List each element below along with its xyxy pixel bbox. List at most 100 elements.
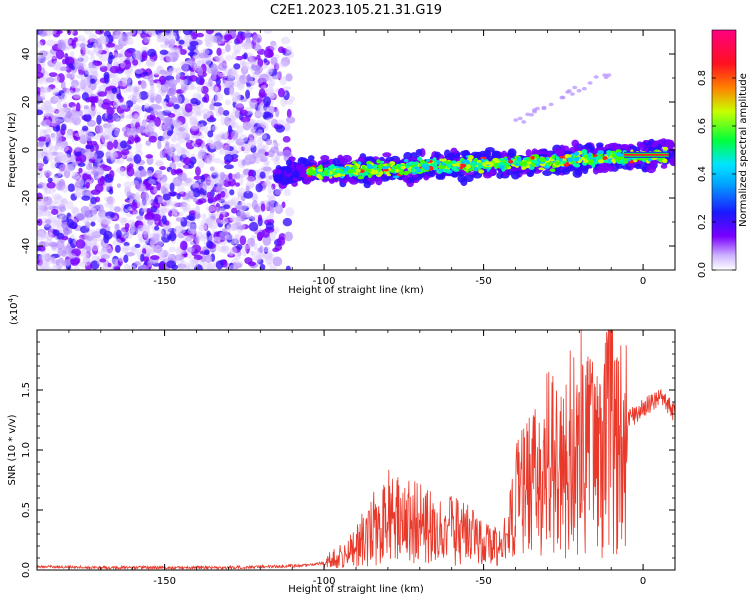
- heatmap-noise-cell: [181, 148, 187, 154]
- heatmap-noise-cell: [184, 103, 193, 113]
- heatmap-noise-cell: [42, 100, 53, 106]
- heatmap-noise-cell: [275, 108, 280, 118]
- heatmap-noise-cell: [187, 223, 197, 232]
- heatmap-noise-cell: [245, 202, 253, 209]
- heatmap-noise-cell: [50, 200, 58, 207]
- heatmap-noise-cell: [156, 38, 167, 43]
- heatmap-signal-peak: [602, 156, 608, 161]
- heatmap-noise-cell: [257, 136, 264, 147]
- heatmap-noise-cell: [60, 140, 68, 149]
- heatmap-noise-cell: [196, 93, 203, 102]
- heatmap-noise-cell: [71, 105, 76, 110]
- heatmap-noise-cell: [157, 135, 165, 142]
- heatmap-noise-cell: [229, 189, 235, 196]
- heatmap-noise-cell: [98, 84, 106, 93]
- heatmap-noise-cell: [275, 124, 285, 133]
- heatmap-noise-cell: [197, 59, 203, 68]
- heatmap-signal-peak: [403, 158, 409, 163]
- heatmap-y-tick-label: -20: [21, 190, 32, 206]
- heatmap-noise-cell: [236, 205, 244, 210]
- colorbar-tick-label: 0.0: [697, 262, 708, 278]
- heatmap-noise-cell: [245, 175, 256, 182]
- heatmap-noise-cell: [163, 108, 173, 113]
- heatmap-noise-cell: [73, 62, 84, 70]
- heatmap-noise-cell: [140, 168, 146, 177]
- heatmap-noise-cell: [196, 32, 204, 38]
- heatmap-noise-cell: [97, 250, 106, 256]
- heatmap-noise-cell: [252, 33, 263, 44]
- heatmap-noise-cell: [159, 180, 167, 187]
- heatmap-noise-cell: [156, 80, 161, 88]
- heatmap-signal-cell: [292, 170, 300, 178]
- heatmap-noise-cell: [111, 87, 117, 94]
- heatmap-noise-cell: [276, 119, 285, 126]
- heatmap-noise-cell: [131, 245, 137, 252]
- heatmap-trace-cell: [528, 113, 534, 117]
- heatmap-noise-cell: [55, 109, 64, 118]
- heatmap-noise-cell: [103, 131, 112, 140]
- heatmap-signal-peak: [311, 170, 316, 175]
- heatmap-noise-cell: [56, 219, 61, 228]
- heatmap-noise-cell: [38, 260, 49, 269]
- heatmap-noise-cell: [257, 214, 263, 221]
- heatmap-noise-cell: [256, 120, 264, 125]
- heatmap-noise-cell: [228, 201, 235, 206]
- heatmap-noise-cell: [182, 206, 188, 213]
- heatmap-signal-peak: [612, 159, 616, 164]
- heatmap-noise-cell: [223, 153, 234, 163]
- heatmap-noise-cell: [43, 129, 53, 134]
- heatmap-trace-cell: [587, 81, 593, 85]
- heatmap-noise-cell: [244, 257, 253, 265]
- heatmap-noise-cell: [51, 208, 59, 215]
- snr-x-tick-label: -150: [153, 576, 176, 587]
- heatmap-noise-cell: [37, 160, 45, 169]
- heatmap-noise-cell: [93, 47, 103, 55]
- heatmap-noise-cell: [66, 128, 74, 136]
- heatmap-noise-cell: [37, 154, 41, 161]
- heatmap-trace-cell: [532, 109, 538, 114]
- heatmap-noise-cell: [100, 219, 109, 229]
- heatmap-noise-cell: [206, 139, 214, 146]
- heatmap-signal-peak: [470, 162, 477, 167]
- heatmap-noise-cell: [85, 76, 91, 86]
- heatmap-signal-peak: [589, 159, 594, 164]
- heatmap-noise-cell: [274, 142, 279, 150]
- heatmap-noise-cell: [80, 46, 86, 57]
- heatmap-noise-cell: [78, 129, 84, 136]
- heatmap-noise-cell: [71, 70, 76, 79]
- heatmap-trace-cell: [517, 116, 523, 121]
- heatmap-noise-cell: [285, 116, 296, 124]
- heatmap-noise-cell: [230, 130, 239, 140]
- heatmap-noise-cell: [118, 256, 124, 262]
- heatmap-noise-cell: [192, 198, 199, 203]
- heatmap-noise-cell: [285, 73, 293, 82]
- heatmap-noise-cell: [240, 212, 247, 222]
- snr-x-tick-label: -50: [475, 576, 491, 587]
- heatmap-noise-cell: [230, 222, 237, 232]
- heatmap-noise-cell: [43, 104, 53, 113]
- heatmap-noise-cell: [77, 57, 84, 62]
- heatmap-noise-cell: [237, 201, 242, 206]
- heatmap-noise-cell: [144, 103, 150, 109]
- heatmap-noise-cell: [268, 79, 276, 87]
- heatmap-noise-cell: [190, 115, 198, 125]
- heatmap-noise-cell: [114, 206, 121, 213]
- heatmap-noise-cell: [150, 110, 159, 116]
- heatmap-signal-peak: [597, 150, 604, 155]
- heatmap-noise-cell: [155, 160, 165, 167]
- heatmap-noise-cell: [123, 234, 130, 240]
- heatmap-noise-cell: [223, 131, 229, 138]
- heatmap-noise-cell: [56, 133, 62, 144]
- heatmap-noise-cell: [213, 134, 221, 142]
- heatmap-signal-peak: [316, 173, 321, 178]
- heatmap-signal-cell: [406, 177, 415, 183]
- heatmap-noise-cell: [223, 164, 234, 170]
- heatmap-noise-cell: [171, 211, 178, 217]
- heatmap-noise-cell: [67, 183, 76, 193]
- heatmap-noise-cell: [176, 95, 182, 104]
- heatmap-noise-cell: [281, 201, 286, 209]
- heatmap-noise-cell: [92, 60, 103, 67]
- heatmap-trace-cell: [548, 102, 554, 107]
- heatmap-noise-cell: [56, 124, 61, 132]
- heatmap-noise-cell: [208, 77, 213, 87]
